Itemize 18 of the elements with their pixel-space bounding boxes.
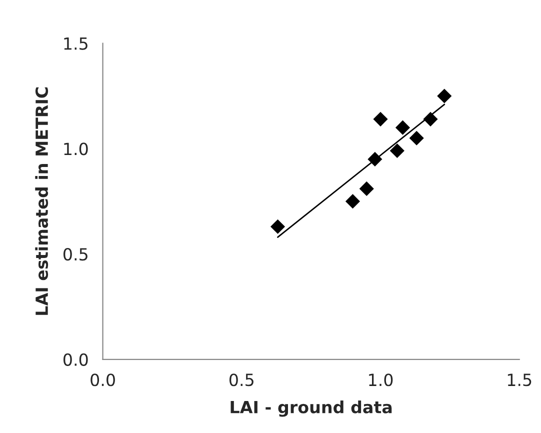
point [409,130,424,146]
point [437,88,452,104]
point [390,143,404,158]
x-tick-label: 0.0 [90,374,115,386]
point [395,120,410,135]
y-tick-label: 1.0 [64,142,88,156]
y-axis-title: LAI estimated in METRIC [35,87,48,315]
x-axis-title: LAI - ground data [230,400,392,417]
point [270,219,286,234]
x-tick-label: 1.5 [508,374,532,386]
x-tick-label: 1.0 [369,374,393,386]
point [359,181,374,196]
point [373,112,388,126]
x-tick-label: 0.5 [229,374,254,386]
y-tick-label: 1.5 [64,37,88,50]
y-tick-label: 0.0 [63,353,88,366]
y-tick-label: 0.5 [63,248,88,261]
point [345,194,360,209]
